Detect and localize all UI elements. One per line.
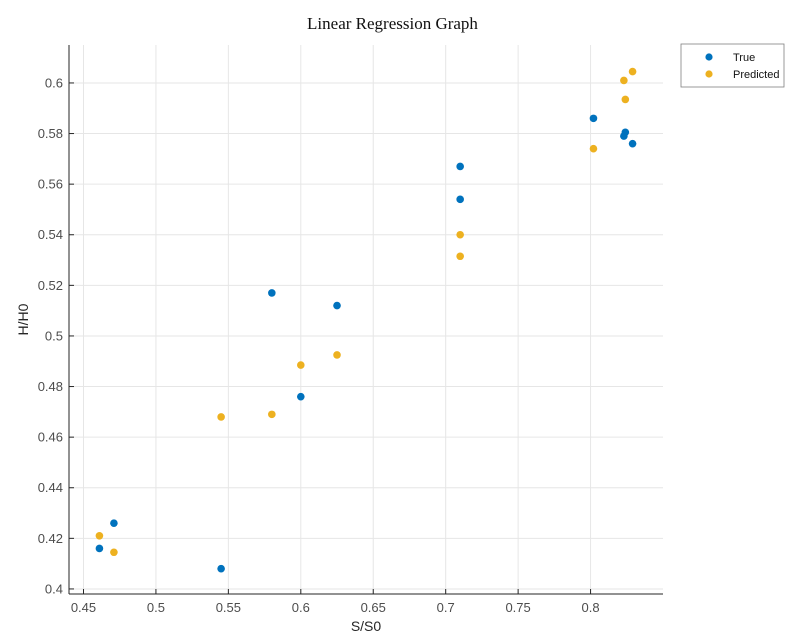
y-tick-label: 0.46	[38, 430, 63, 445]
legend-box	[680, 43, 785, 88]
data-point	[297, 392, 305, 401]
y-tick-label: 0.48	[38, 379, 63, 394]
data-point	[217, 564, 225, 573]
legend-label-true: True	[733, 52, 755, 64]
data-point	[621, 128, 630, 137]
data-point	[333, 301, 341, 310]
legend-marker-true	[705, 53, 713, 61]
tick-labels: 0.45 0.5 0.55 0.6 0.65 0.7 0.75 0.8 0.4 0.42 0.44 0…	[38, 75, 600, 615]
series-0	[95, 114, 637, 573]
y-tick-label: 0.56	[38, 177, 63, 192]
y-tick-label: 0.52	[38, 278, 63, 293]
x-axis-label: S/S0	[351, 618, 382, 634]
series-1	[95, 67, 637, 557]
data-point	[217, 413, 225, 421]
chart-title: Linear Regression Graph	[307, 14, 478, 33]
legend-label-predicted: Predicted	[733, 69, 779, 81]
x-tick-label: 0.55	[216, 600, 241, 615]
data-points	[95, 67, 637, 573]
data-point	[110, 519, 118, 527]
legend-marker-predicted	[705, 70, 713, 78]
grid-lines	[69, 45, 663, 594]
data-point	[95, 532, 104, 540]
plot-background	[69, 45, 663, 594]
y-tick-label: 0.42	[38, 531, 63, 546]
data-point	[589, 144, 598, 153]
axes	[68, 45, 663, 595]
data-point	[297, 361, 305, 369]
legend: True Predicted	[680, 43, 785, 88]
x-tick-label: 0.75	[505, 600, 530, 615]
data-point	[628, 139, 637, 148]
data-point	[456, 195, 464, 204]
x-tick-label: 0.45	[71, 600, 96, 615]
x-tick-label: 0.7	[437, 600, 455, 615]
x-tick-label: 0.65	[361, 600, 386, 615]
y-tick-label: 0.54	[38, 227, 63, 242]
data-point	[589, 114, 598, 123]
data-point	[456, 252, 464, 261]
y-tick-label: 0.58	[38, 126, 63, 141]
data-point	[110, 548, 118, 557]
data-point	[456, 230, 464, 239]
y-tick-label: 0.5	[45, 328, 63, 343]
data-point	[456, 162, 464, 171]
x-tick-label: 0.6	[292, 600, 310, 615]
y-axis-label: H/H0	[15, 303, 31, 335]
data-point	[268, 410, 276, 419]
y-tick-label: 0.4	[45, 581, 63, 596]
data-point	[95, 544, 104, 553]
data-point	[628, 67, 637, 76]
y-tick-label: 0.6	[45, 75, 63, 90]
x-tick-label: 0.5	[147, 600, 165, 615]
data-point	[268, 289, 276, 297]
data-point	[620, 76, 628, 85]
data-point	[333, 351, 341, 359]
data-point	[621, 95, 630, 104]
y-tick-label: 0.44	[38, 480, 63, 495]
x-tick-label: 0.8	[582, 600, 600, 615]
